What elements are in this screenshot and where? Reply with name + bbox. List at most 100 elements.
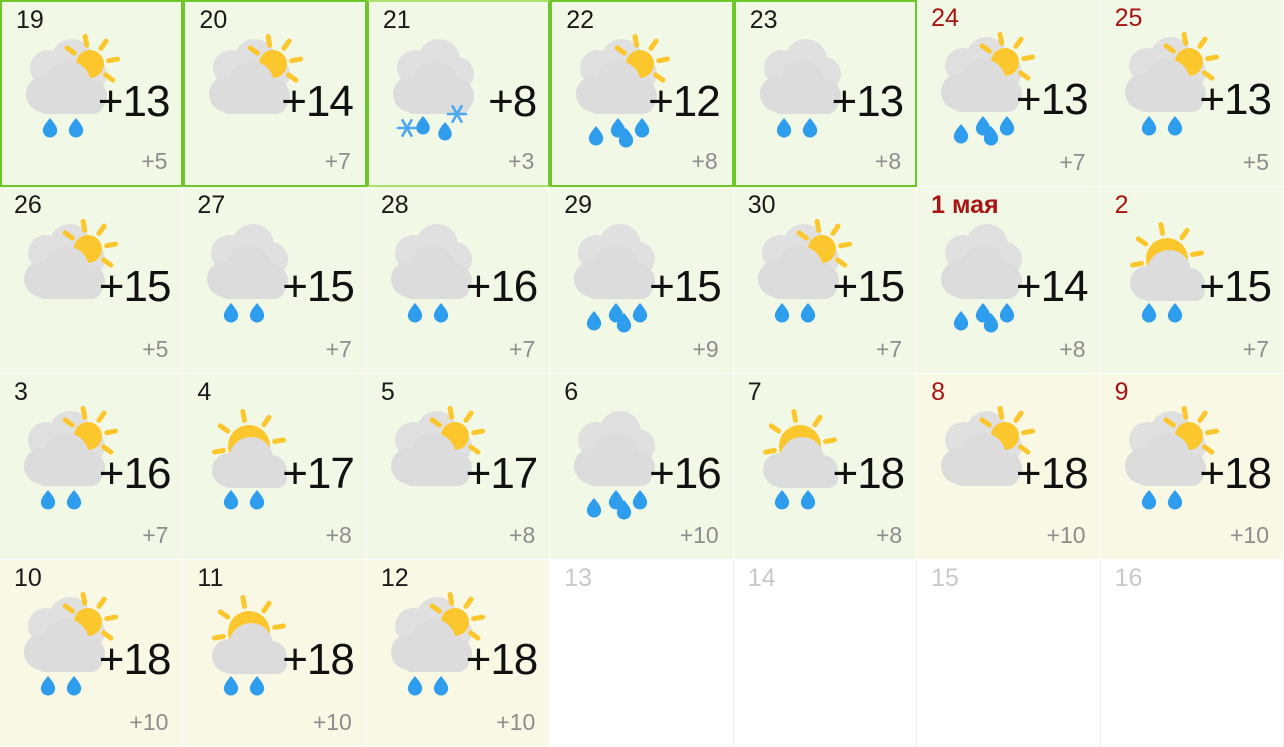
raindrop-glyph [1000, 302, 1015, 323]
raindrop-glyph [587, 310, 602, 331]
calendar-day-cell[interactable]: 22 +12 +8 [550, 0, 734, 187]
calendar-day-cell[interactable]: 2 +15 +7 [1100, 186, 1284, 374]
day-number: 28 [380, 190, 409, 219]
raindrop-glyph [40, 676, 56, 696]
temperature-max: +15 [98, 261, 172, 311]
sun-cloud-rain-icon [742, 215, 862, 335]
raindrop-glyph [224, 302, 239, 323]
calendar-day-cell[interactable]: 24 +13 +7 [917, 0, 1101, 187]
raindrop-glyph [433, 302, 448, 323]
cloud-rain-snow-icon [377, 30, 497, 150]
raindrop-glyph [416, 116, 430, 135]
calendar-day-cell[interactable]: 4 +17 +8 [183, 373, 367, 561]
cloud-glyph [1124, 432, 1206, 486]
temperature-min: +10 [496, 709, 536, 735]
temperature-max: +18 [832, 448, 906, 498]
day-number: 10 [14, 564, 42, 593]
calendar-day-cell[interactable]: 9 +18 +10 [1100, 373, 1284, 561]
cloud-glyph [574, 432, 656, 486]
calendar-day-cell[interactable]: 26 +15 +5 [0, 186, 184, 374]
raindrop-glyph [1141, 302, 1156, 323]
calendar-day-cell[interactable]: 29 +15 +9 [550, 186, 734, 374]
temperature-max: +18 [282, 635, 355, 685]
cloud-glyph [941, 245, 1023, 299]
raindrop-glyph [954, 124, 969, 144]
temperature-min: +7 [875, 335, 903, 362]
raindrop-glyph [1141, 116, 1156, 136]
raindrop-glyph [617, 312, 632, 333]
calendar-day-cell[interactable]: 25 +13 +5 [1100, 0, 1284, 187]
calendar-day-cell[interactable]: 11 +18 +10 [183, 560, 367, 747]
bigsun-cloud-rain-icon [1109, 215, 1229, 335]
calendar-day-cell[interactable]: 19 +13 +5 [0, 0, 184, 187]
calendar-day-cell[interactable]: 20 +14 +7 [183, 0, 367, 187]
raindrop-glyph [438, 122, 452, 141]
snowflake-glyph [446, 104, 468, 124]
calendar-day-cell[interactable]: 28 +16 +7 [366, 186, 551, 374]
raindrop-glyph [800, 489, 815, 509]
raindrop-glyph [1167, 489, 1182, 509]
temperature-max: +18 [1015, 448, 1089, 498]
day-number: 27 [197, 190, 226, 219]
calendar-day-cell: 14 [733, 560, 918, 747]
day-number: 3 [14, 377, 28, 406]
temperature-min: +5 [142, 335, 169, 362]
day-number: 1 мая [931, 190, 999, 219]
temperature-min: +8 [325, 522, 352, 549]
temperature-max: +14 [281, 77, 354, 126]
temperature-min: +7 [1242, 335, 1269, 362]
raindrop-glyph [776, 118, 791, 138]
calendar-day-cell[interactable]: 21 +8 +3 [366, 0, 551, 187]
cloud-glyph [212, 623, 288, 675]
calendar-day-cell[interactable]: 1 мая +14 +8 [917, 186, 1101, 374]
raindrop-glyph [433, 676, 448, 696]
day-number: 22 [566, 6, 595, 34]
calendar-day-cell[interactable]: 10 +18 +10 [0, 560, 184, 747]
cloud-rain-heavy-icon [558, 402, 678, 522]
raindrop-glyph [1000, 116, 1015, 136]
calendar-day-cell[interactable]: 27 +15 +7 [183, 186, 367, 374]
sun-cloud-icon [193, 30, 313, 150]
temperature-min: +8 [509, 522, 536, 549]
cloud-glyph [390, 245, 472, 299]
calendar-day-cell: 13 [550, 560, 734, 747]
temperature-min: +10 [1229, 522, 1269, 549]
temperature-max: +13 [1199, 75, 1272, 124]
calendar-day-cell[interactable]: 3 +16 +7 [0, 373, 184, 561]
raindrop-glyph [68, 118, 84, 138]
temperature-max: +13 [97, 77, 171, 126]
cloud-glyph [574, 245, 656, 299]
raindrop-glyph [609, 489, 624, 509]
sun-cloud-icon [375, 402, 495, 522]
day-number: 8 [931, 377, 946, 406]
calendar-day-cell[interactable]: 8 +18 +10 [917, 373, 1101, 561]
temperature-min: +10 [129, 709, 169, 735]
calendar-day-cell[interactable]: 30 +15 +7 [733, 186, 918, 374]
temperature-max: +16 [649, 448, 722, 498]
raindrop-glyph [984, 126, 999, 146]
raindrop-glyph [587, 497, 602, 517]
raindrop-glyph [66, 676, 82, 696]
calendar-day-cell: 15 [917, 560, 1101, 747]
temperature-max: +8 [488, 77, 537, 126]
calendar-day-cell[interactable]: 6 +16 +10 [550, 373, 734, 561]
bigsun-cloud-rain-icon [191, 402, 311, 522]
day-number: 6 [564, 377, 579, 406]
temperature-max: +15 [1199, 261, 1272, 311]
calendar-day-cell[interactable]: 12 +18 +10 [366, 560, 551, 747]
calendar-day-cell[interactable]: 5 +17 +8 [366, 373, 551, 561]
temperature-max: +15 [649, 261, 722, 311]
day-number: 30 [747, 190, 776, 219]
calendar-day-cell[interactable]: 7 +18 +8 [733, 373, 918, 561]
cloud-glyph [762, 436, 838, 488]
cloud-glyph [390, 432, 472, 486]
calendar-day-cell[interactable]: 23 +13 +8 [733, 0, 918, 187]
cloud-glyph [576, 61, 658, 114]
raindrop-glyph [633, 489, 648, 509]
temperature-max: +16 [465, 261, 539, 311]
cloud-rain-heavy-icon [558, 215, 678, 335]
temperature-max: +17 [465, 448, 539, 498]
cloud-rain-icon [744, 30, 864, 150]
temperature-min: +10 [679, 522, 719, 549]
